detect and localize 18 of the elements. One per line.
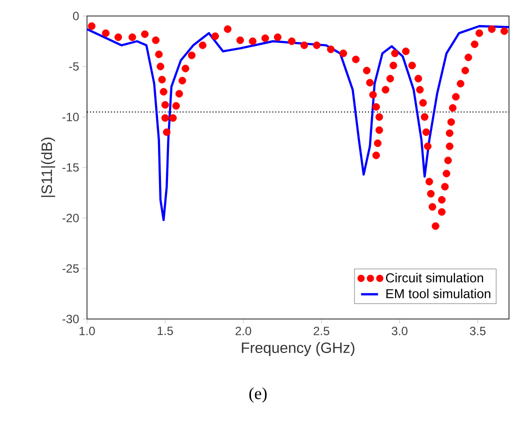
y-tick-label: 0: [73, 12, 79, 20]
x-tick-label: 3.5: [470, 326, 486, 336]
text: (e): [249, 387, 267, 403]
y-tick-label: -10: [62, 112, 79, 122]
y-tick-label: -30: [62, 314, 79, 324]
y-tick-label: -20: [62, 214, 79, 222]
y-tick-label: -25: [62, 264, 79, 273]
y-axis-title: |S11|(dB): [41, 138, 56, 197]
legend-label: Circuit simulation: [386, 272, 484, 282]
x-tick-label: 2.0: [236, 326, 252, 336]
x-tick-label: 3.0: [392, 326, 408, 336]
y-tick-label: -15: [62, 163, 79, 172]
x-tick-label: 2.5: [314, 326, 330, 336]
y-tick-label: -5: [69, 62, 79, 71]
x-tick-label: 1.5: [158, 326, 173, 336]
x-tick-label: 1.0: [80, 326, 95, 336]
legend-label: EM tool simulation: [386, 288, 490, 298]
x-axis-title: Frequency (GHz): [242, 342, 354, 356]
